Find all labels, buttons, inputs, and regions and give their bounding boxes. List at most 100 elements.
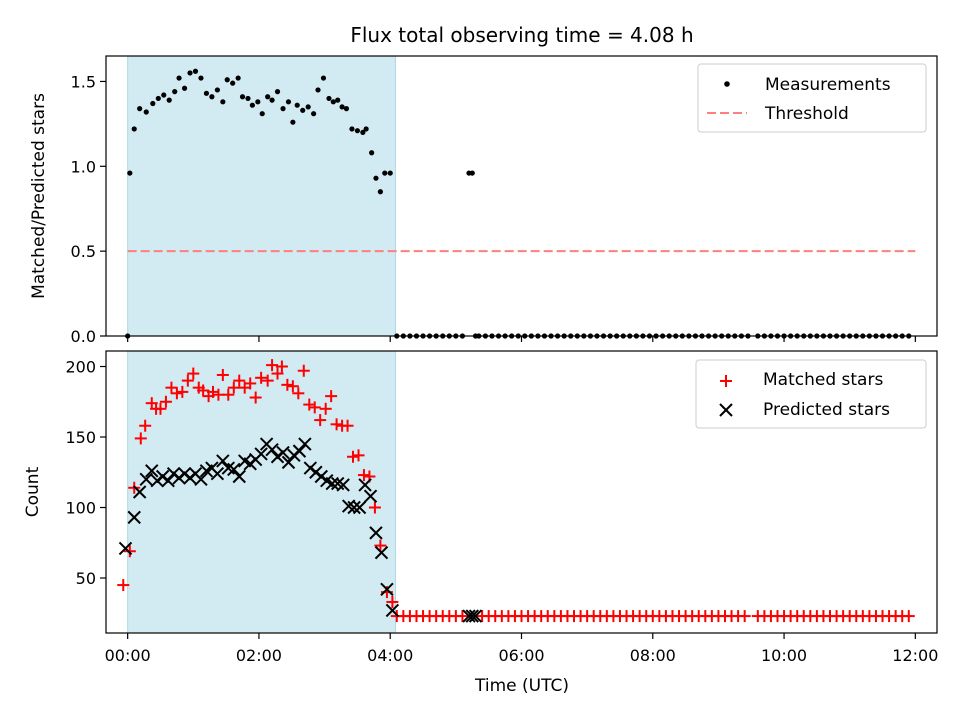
predicted-star-point: [145, 464, 159, 478]
measurement-point: [335, 97, 341, 103]
predicted-star-stroke-b: [221, 461, 235, 475]
predicted-star-point: [127, 510, 141, 525]
y-tick-label: 150: [65, 428, 96, 447]
measurement-point: [349, 126, 355, 132]
top-observing-window: [127, 55, 396, 337]
measurement-point: [249, 102, 255, 108]
predicted-star-stroke-b: [465, 609, 479, 623]
predicted-star-stroke-b: [331, 476, 345, 491]
y-tick-label: 1.0: [71, 157, 96, 176]
matched-star-point: [271, 367, 284, 380]
measurement-point: [300, 107, 306, 113]
measurement-point: [161, 92, 167, 98]
measurement-point: [377, 189, 383, 195]
measurement-point: [469, 170, 475, 176]
matched-star-point: [275, 360, 288, 373]
predicted-star-stroke-b: [292, 444, 307, 458]
measurement-point: [330, 99, 336, 105]
bottom-plot-frame: [105, 350, 938, 634]
predicted-star-point: [161, 474, 175, 488]
measurement-point: [382, 170, 388, 176]
predicted-star-stroke-b: [254, 447, 268, 461]
measurement-point: [181, 85, 188, 91]
predicted-star-stroke-b: [358, 478, 372, 492]
matched-star-point: [330, 418, 343, 431]
top-plot-frame: [105, 55, 938, 337]
matched-star-point: [292, 387, 305, 400]
measurement-point: [274, 89, 281, 95]
bottom-x-ticks: 00:00 02:00 04:00 06:00 08:00 10:00 12:00: [105, 633, 938, 665]
matched-star-point: [233, 374, 246, 387]
predicted-star-point: [210, 466, 225, 481]
predicted-star-point: [298, 437, 312, 451]
matched-star-point: [154, 402, 167, 415]
measurement-point: [280, 106, 286, 112]
matched-star-point: [165, 381, 178, 394]
measurement-point: [259, 111, 265, 117]
matched-star-point: [738, 610, 751, 623]
predicted-star-stroke-b: [325, 476, 339, 491]
predicted-star-point: [227, 462, 241, 477]
matched-star-point: [314, 414, 327, 427]
top-legend-box: [697, 63, 927, 133]
predicted-star-point: [347, 500, 361, 515]
measurement-point: [294, 102, 300, 108]
predicted-star-stroke-b: [265, 442, 279, 457]
top-y-label: Matched/Predicted stars: [29, 93, 49, 299]
measurement-point: [176, 75, 182, 81]
matched-star-point: [139, 419, 152, 432]
predicted-star-stroke-b: [336, 478, 350, 492]
predicted-star-point: [465, 609, 479, 623]
measurement-point: [255, 99, 261, 105]
matched-star-point: [134, 432, 147, 445]
predicted-star-point: [358, 478, 372, 492]
predicted-star-point: [380, 582, 394, 596]
y-tick-label: 50: [76, 569, 96, 588]
legend-threshold-label: Threshold: [764, 104, 849, 124]
predicted-star-point: [254, 447, 268, 461]
predicted-star-point: [369, 526, 383, 540]
top-legend: Measurements Threshold: [697, 63, 927, 133]
measurement-point: [315, 87, 321, 93]
matched-star-point: [261, 374, 274, 387]
measurement-point: [198, 75, 204, 81]
matched-star-point: [319, 402, 332, 415]
predicted-star-stroke-b: [385, 603, 400, 618]
predicted-star-stroke-b: [281, 455, 296, 470]
x-tick-label: 04:00: [367, 646, 413, 665]
predicted-star-point: [139, 472, 153, 487]
predicted-star-point: [336, 478, 350, 492]
predicted-star-point: [385, 603, 400, 618]
x-tick-label: 02:00: [236, 646, 282, 665]
matched-star-point: [456, 610, 469, 623]
predicted-star-stroke-b: [369, 526, 383, 540]
measurement-point: [290, 119, 296, 125]
measurement-point: [373, 175, 379, 181]
measurement-point: [311, 111, 317, 117]
chart-title: Flux total observing time = 4.08 h: [350, 23, 693, 47]
matched-star-point: [347, 450, 360, 463]
predicted-star-stroke-b: [139, 472, 153, 487]
measurement-point: [187, 70, 193, 76]
matched-star-point: [123, 545, 136, 558]
legend-predicted-label: Predicted stars: [763, 400, 890, 420]
predicted-star-stroke-b: [145, 464, 159, 478]
predicted-star-point: [216, 454, 230, 468]
predicted-star-stroke-b: [380, 582, 394, 596]
measurement-point: [172, 89, 178, 95]
legend-matched-marker: [720, 375, 732, 387]
top-y-axis: 0.0 0.5 1.0 1.5: [71, 72, 106, 346]
predicted-star-stroke-b: [462, 609, 476, 623]
measurement-point: [354, 128, 361, 134]
measurement-point: [265, 94, 271, 100]
predicted-star-point: [232, 469, 246, 484]
legend-matched-label: Matched stars: [763, 370, 883, 390]
matched-stars-points: [117, 359, 915, 623]
measurement-point: [143, 109, 149, 115]
y-tick-label: 1.5: [71, 72, 96, 91]
measurement-point: [387, 170, 393, 176]
predicted-stars-points: [118, 437, 483, 623]
measurement-point: [245, 95, 251, 102]
matched-star-point: [222, 388, 235, 401]
matched-star-point: [297, 364, 310, 377]
